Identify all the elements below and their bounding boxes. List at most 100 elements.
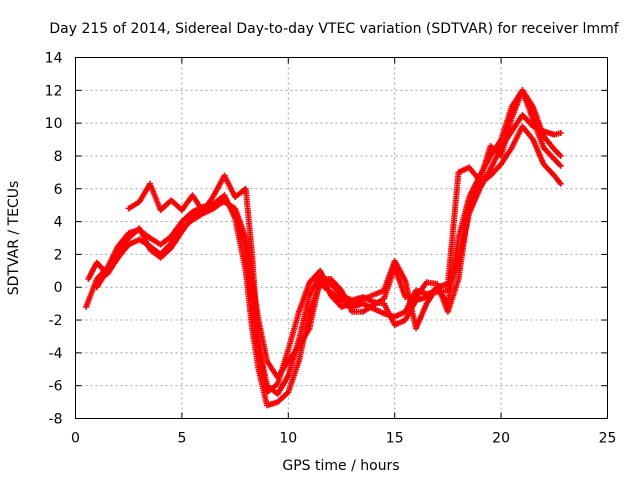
data-point xyxy=(138,201,141,203)
y-tick-label: 0 xyxy=(54,280,63,296)
data-point xyxy=(415,327,417,330)
data-point xyxy=(159,256,162,259)
data-point xyxy=(559,165,562,167)
y-tick-label: -2 xyxy=(49,313,63,329)
data-point xyxy=(95,286,98,289)
data-point xyxy=(553,174,556,177)
y-tick-label: 12 xyxy=(45,83,63,99)
data-point xyxy=(415,296,417,298)
data-point xyxy=(330,283,332,285)
data-point xyxy=(330,278,332,280)
data-point xyxy=(542,146,545,149)
data-point xyxy=(468,204,470,206)
data-point xyxy=(149,248,151,251)
data-point xyxy=(457,237,460,239)
data-point xyxy=(223,174,226,177)
data-point xyxy=(266,360,268,362)
data-point xyxy=(287,391,290,394)
data-point xyxy=(340,289,343,292)
data-point xyxy=(266,404,268,407)
data-point xyxy=(457,278,460,280)
data-point xyxy=(106,270,109,272)
data-point xyxy=(298,360,300,362)
chart-title: Day 215 of 2014, Sidereal Day-to-day VTE… xyxy=(49,21,619,37)
data-point xyxy=(319,270,322,272)
data-point xyxy=(127,237,130,239)
data-point xyxy=(244,237,247,239)
y-tick-label: -6 xyxy=(49,379,63,395)
data-point xyxy=(404,311,407,313)
data-point xyxy=(404,279,407,282)
data-point xyxy=(500,138,502,141)
data-point xyxy=(276,383,279,385)
data-point xyxy=(213,204,215,206)
data-point xyxy=(489,168,492,170)
data-point xyxy=(532,119,534,121)
x-tick-label: 15 xyxy=(386,431,404,447)
data-point xyxy=(553,158,556,161)
data-point xyxy=(457,171,460,174)
data-point xyxy=(87,278,90,280)
y-tick-label: -8 xyxy=(49,412,63,428)
data-point xyxy=(202,210,204,213)
data-point xyxy=(234,207,236,210)
data-point xyxy=(404,296,407,298)
data-point xyxy=(521,125,524,128)
data-point xyxy=(436,286,439,289)
data-point xyxy=(393,324,396,326)
y-tick-label: 10 xyxy=(45,116,63,132)
x-tick-label: 0 xyxy=(71,431,80,447)
data-point xyxy=(510,146,513,149)
data-point xyxy=(170,199,173,202)
data-point xyxy=(287,360,290,362)
x-tick-label: 25 xyxy=(599,431,617,447)
data-point xyxy=(553,148,556,151)
data-point xyxy=(489,174,492,177)
data-point xyxy=(287,375,290,377)
data-point xyxy=(127,243,130,246)
data-point xyxy=(159,209,162,211)
data-point xyxy=(340,306,343,308)
data-point xyxy=(266,391,268,394)
data-point xyxy=(170,247,173,249)
data-point xyxy=(308,281,311,284)
data-point xyxy=(85,306,87,308)
data-point xyxy=(425,296,428,298)
data-point xyxy=(383,302,385,305)
data-point xyxy=(251,253,253,256)
tick-labels: 0 5 10 15 20 25 -8 -6 -4 -2 0 2 4 6 8 10 12 14 xyxy=(45,51,617,447)
data-point xyxy=(181,220,183,223)
data-point xyxy=(257,368,260,371)
data-point xyxy=(542,163,545,165)
data-point xyxy=(191,210,194,213)
data-point xyxy=(361,302,364,305)
data-point xyxy=(276,401,279,403)
data-point xyxy=(127,232,130,234)
x-axis-label: GPS time / hours xyxy=(282,458,399,474)
data-point xyxy=(138,238,141,241)
data-point xyxy=(500,155,502,157)
data-point xyxy=(553,133,556,136)
series-track-4 xyxy=(125,87,564,396)
data-point xyxy=(257,348,260,351)
data-point xyxy=(234,196,236,198)
data-point xyxy=(149,183,151,185)
data-point xyxy=(447,311,449,313)
y-axis-label: SDTVAR / TECUs xyxy=(6,181,22,296)
y-tick-label: 6 xyxy=(54,182,63,198)
data-point xyxy=(425,302,428,305)
data-point xyxy=(559,155,562,157)
data-point xyxy=(308,327,311,330)
data-point xyxy=(191,215,194,218)
y-tick-label: -4 xyxy=(49,346,63,362)
data-point xyxy=(213,194,215,197)
data-point xyxy=(298,311,300,313)
data-point xyxy=(191,194,194,197)
data-point xyxy=(383,297,385,300)
x-tick-label: 5 xyxy=(177,431,186,447)
data-point xyxy=(244,187,247,190)
data-point xyxy=(117,253,119,256)
data-point xyxy=(95,278,98,280)
data-point xyxy=(276,393,279,395)
